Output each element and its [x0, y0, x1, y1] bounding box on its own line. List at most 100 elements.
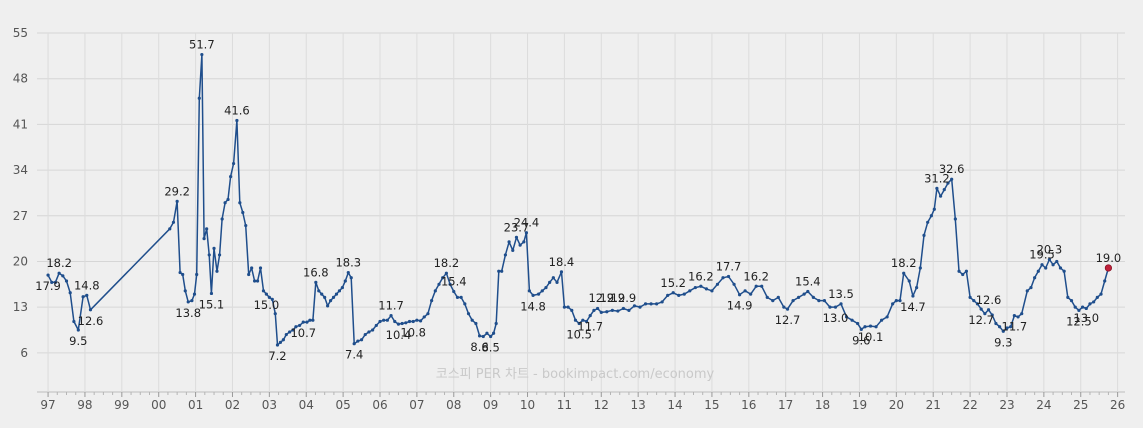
- data-point: [220, 217, 224, 221]
- x-tick-label: 22: [962, 398, 977, 412]
- data-labels: 17.9 18.2 9.5 14.8 12.6 29.2 13.8 51.7 15.1 41.6 1…: [35, 38, 1121, 363]
- data-point: [200, 52, 204, 57]
- data-point: [605, 310, 609, 314]
- data-point: [1005, 326, 1009, 330]
- data-label: 18.4: [549, 255, 575, 269]
- data-point: [671, 291, 675, 295]
- data-point: [281, 338, 285, 342]
- data-point: [1047, 257, 1051, 262]
- data-point: [314, 280, 318, 284]
- data-point: [797, 295, 801, 299]
- data-point: [994, 321, 998, 326]
- x-tick-label: 19: [852, 398, 867, 412]
- data-point: [331, 295, 336, 299]
- x-tick-label: 25: [1073, 398, 1088, 412]
- data-point: [343, 279, 347, 283]
- data-point: [898, 299, 902, 303]
- data-point: [732, 282, 736, 286]
- data-point: [415, 318, 419, 322]
- data-point: [863, 325, 867, 329]
- data-point: [85, 293, 89, 297]
- data-point: [294, 325, 298, 329]
- data-point: [202, 237, 206, 241]
- data-point: [518, 243, 522, 247]
- data-point: [972, 299, 976, 303]
- data-point: [404, 321, 408, 325]
- x-tick-label: 06: [372, 398, 387, 412]
- y-tick-label: 13: [13, 300, 28, 314]
- data-point: [441, 276, 445, 280]
- x-tick-label: 07: [409, 398, 424, 412]
- data-label: 20.3: [1037, 242, 1063, 256]
- data-label: 18.2: [891, 256, 917, 270]
- data-label: 9.5: [69, 334, 87, 348]
- data-point: [566, 305, 570, 309]
- data-point: [205, 227, 209, 231]
- data-label: 10.4: [386, 328, 412, 342]
- data-point: [278, 340, 283, 344]
- x-tick-label: 01: [188, 398, 203, 412]
- data-point: [334, 292, 339, 296]
- y-tick-label: 20: [13, 254, 28, 268]
- data-point: [776, 295, 780, 299]
- data-point: [459, 295, 463, 299]
- data-point: [616, 309, 620, 313]
- data-point: [291, 328, 295, 332]
- data-point: [998, 325, 1002, 329]
- data-point: [979, 307, 983, 311]
- data-point: [1016, 315, 1020, 319]
- data-point: [466, 312, 471, 316]
- data-point: [514, 235, 519, 239]
- data-point: [938, 194, 943, 198]
- x-tick-label: 20: [889, 398, 904, 412]
- data-point: [961, 272, 965, 277]
- x-tick-label: 14: [667, 398, 682, 412]
- data-point: [868, 324, 873, 328]
- y-tick-label: 55: [13, 26, 28, 40]
- data-point: [929, 214, 933, 218]
- data-point: [975, 302, 980, 306]
- data-point: [1069, 299, 1074, 303]
- data-point: [367, 330, 371, 334]
- data-label: 15.1: [199, 297, 225, 311]
- data-point: [1012, 314, 1016, 318]
- data-label: 15.2: [660, 276, 686, 290]
- data-point: [494, 321, 498, 326]
- data-point: [621, 306, 626, 311]
- x-tick-label: 11: [557, 398, 572, 412]
- data-label: 11.7: [378, 299, 404, 313]
- data-label: 23.7: [504, 220, 530, 234]
- data-point: [305, 320, 309, 324]
- data-label: 16.8: [303, 265, 329, 279]
- x-tick-label: 17: [778, 398, 793, 412]
- data-point: [452, 289, 456, 294]
- data-point: [957, 269, 961, 273]
- data-point: [856, 321, 860, 326]
- data-point: [802, 292, 806, 296]
- data-point: [907, 279, 911, 283]
- data-point: [385, 318, 389, 322]
- data-point: [1025, 289, 1029, 293]
- data-label: 14.7: [900, 300, 926, 314]
- data-point: [577, 321, 581, 326]
- data-label: 13.8: [175, 306, 201, 320]
- x-tick-label: 21: [926, 398, 941, 412]
- data-point: [935, 186, 939, 190]
- data-point: [649, 302, 653, 306]
- data-point: [418, 319, 423, 323]
- data-point: [894, 299, 898, 303]
- last-data-point: [1104, 264, 1113, 272]
- data-point: [382, 318, 386, 322]
- data-label: 14.9: [727, 299, 753, 313]
- data-point: [430, 299, 434, 303]
- data-point: [1066, 295, 1070, 299]
- data-point: [444, 271, 448, 275]
- x-tick-label: 12: [594, 398, 609, 412]
- y-tick-label: 41: [13, 117, 28, 131]
- y-tick-label: 6: [20, 346, 28, 360]
- data-point: [455, 295, 460, 299]
- data-point: [374, 323, 378, 328]
- data-point: [250, 266, 254, 270]
- data-point: [1103, 279, 1107, 283]
